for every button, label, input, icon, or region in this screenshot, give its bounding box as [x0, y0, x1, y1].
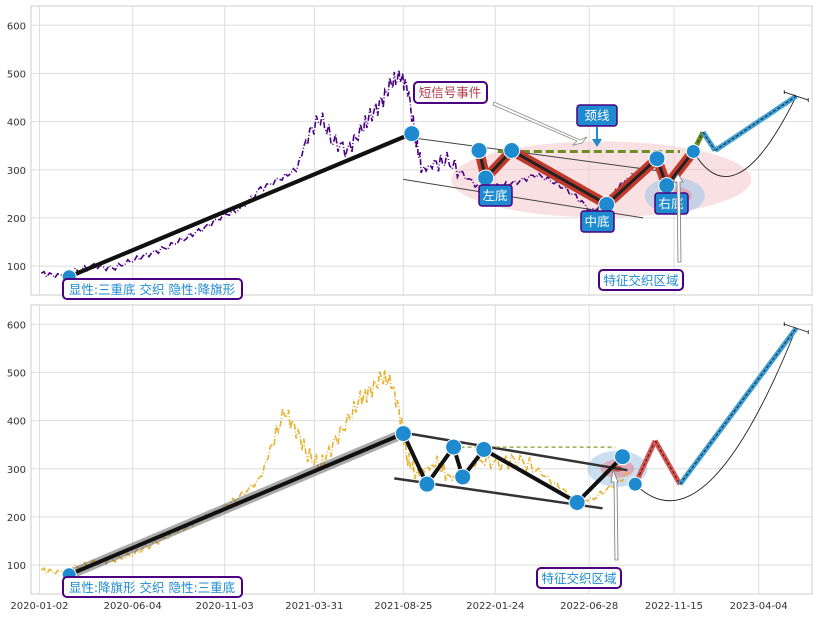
- y-tick-label: 400: [7, 417, 26, 428]
- pivot-marker: [503, 142, 521, 159]
- right-bottom-annotation: 右底: [654, 192, 689, 215]
- top-feature-label: 特征交织区域: [603, 273, 678, 288]
- target-bracket: [783, 90, 809, 103]
- bottom-x-axis: 2020-01-02 2020-06-04 2020-11-03 2021-03-31…: [10, 601, 787, 612]
- pivot-marker: [658, 177, 676, 195]
- pivot-marker: [475, 441, 493, 458]
- y-tick-label: 200: [7, 214, 26, 225]
- pivot-marker: [470, 142, 488, 159]
- y-tick-label: 500: [7, 368, 26, 379]
- left-bottom-label: 左底: [482, 188, 507, 203]
- projection-segment-dash: [714, 95, 797, 151]
- top-series: [40, 69, 648, 280]
- pivot-marker: [418, 475, 436, 493]
- projection-segment-dash: [679, 327, 797, 485]
- pivot-marker: [614, 448, 632, 466]
- pivot-marker: [454, 468, 472, 486]
- x-tick-label: 2020-11-03: [196, 601, 254, 612]
- channel-upper-line: [409, 137, 662, 172]
- x-tick-label: 2020-01-02: [10, 601, 68, 612]
- bottom-feature-arrow: [610, 468, 619, 561]
- price-series-line: [40, 69, 648, 280]
- pivot-marker: [568, 493, 586, 511]
- y-tick-label: 400: [7, 118, 26, 129]
- y-tick-label: 600: [7, 21, 26, 32]
- x-tick-label: 2023-04-04: [730, 601, 788, 612]
- projection-arc: [692, 95, 797, 177]
- signal-annotation: 短信号事件: [413, 81, 588, 146]
- pivot-marker: [445, 438, 463, 456]
- middle-bottom-label: 中底: [584, 214, 609, 229]
- pivot-marker: [685, 143, 701, 159]
- top-panel: 100 200 300 400 500 600 显性:三重底 交织 隐性:降旗形 短信号事…: [7, 5, 813, 300]
- pivot-marker: [403, 125, 421, 143]
- projection-segment-dash: [654, 440, 681, 485]
- top-y-axis: 100 200 300 400 500 600: [7, 21, 26, 273]
- bottom-pattern-label: 显性:降旗形 交织 隐性:三重底: [69, 580, 235, 595]
- bottom-bottom-left-annotation: 显性:降旗形 交织 隐性:三重底: [62, 576, 243, 598]
- y-tick-label: 100: [7, 262, 26, 273]
- channel-upper-line: [403, 431, 628, 472]
- pivot-marker: [477, 169, 495, 187]
- neckline-label: 颈线: [584, 108, 610, 123]
- pivot-marker: [598, 195, 616, 213]
- projection-segment-dash: [692, 131, 704, 152]
- middle-bottom-annotation: 中底: [580, 210, 615, 233]
- projection-arc: [634, 327, 797, 502]
- projection-segment-dash: [702, 131, 716, 151]
- pivot-marker: [394, 425, 412, 443]
- trend-line: [68, 431, 405, 577]
- pivot-marker: [648, 150, 666, 168]
- bottom-feature-label: 特征交织区域: [541, 571, 616, 586]
- y-tick-label: 300: [7, 465, 26, 476]
- pivot-marker: [627, 476, 643, 492]
- signal-label: 短信号事件: [419, 85, 482, 100]
- y-tick-label: 200: [7, 513, 26, 524]
- left-bottom-annotation: 左底: [478, 184, 513, 207]
- x-tick-label: 2022-06-28: [560, 601, 618, 612]
- x-tick-label: 2021-03-31: [285, 601, 343, 612]
- top-grid: [31, 6, 812, 295]
- top-pattern-label: 显性:三重底 交织 隐性:降旗形: [69, 282, 236, 297]
- y-tick-label: 500: [7, 69, 26, 80]
- x-tick-label: 2022-11-15: [645, 601, 703, 612]
- x-tick-label: 2022-01-24: [466, 601, 524, 612]
- target-bracket: [783, 322, 809, 335]
- y-tick-label: 600: [7, 320, 26, 331]
- x-tick-label: 2021-08-25: [374, 601, 432, 612]
- bottom-markers: [61, 425, 643, 583]
- top-bottom-left-annotation: 显性:三重底 交织 隐性:降旗形: [62, 278, 243, 300]
- y-tick-label: 300: [7, 166, 26, 177]
- top-feature-arrow: [672, 173, 684, 263]
- y-tick-label: 100: [7, 561, 26, 572]
- signal-arrow: [492, 101, 588, 146]
- trend-line: [68, 131, 413, 279]
- top-feature-annotation: 特征交织区域: [598, 173, 684, 291]
- bottom-plot-area: [30, 304, 813, 595]
- bottom-series: [40, 370, 629, 576]
- x-tick-label: 2020-06-04: [104, 601, 162, 612]
- projection-segment-dash: [634, 440, 656, 485]
- bottom-y-axis: 100 200 300 400 500 600: [7, 320, 26, 572]
- neckline-annotation: 颈线: [576, 104, 618, 147]
- bottom-feature-annotation: 特征交织区域: [536, 468, 622, 589]
- price-series-line: [40, 370, 629, 576]
